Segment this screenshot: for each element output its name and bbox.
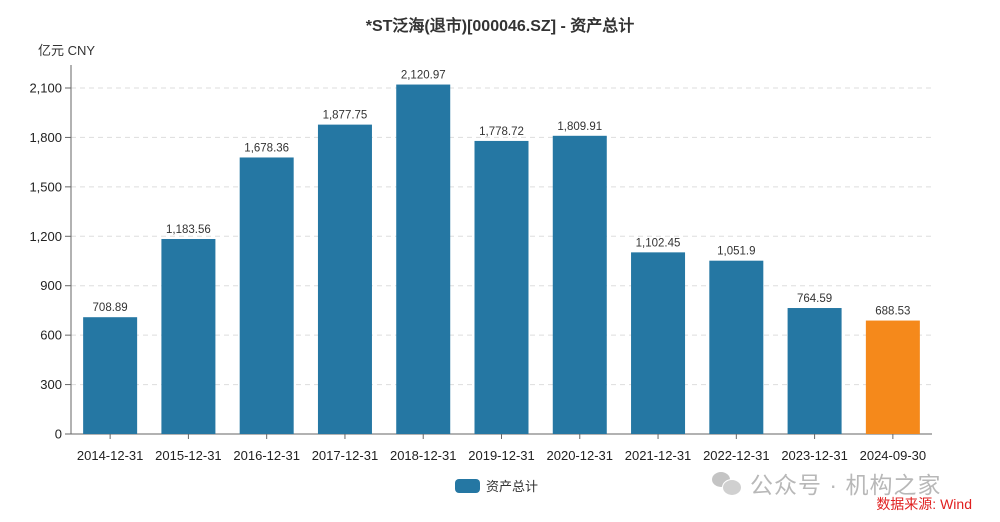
y-tick-label: 900	[40, 278, 62, 293]
legend[interactable]: 资产总计	[455, 476, 538, 495]
bar-value-label: 1,809.91	[557, 121, 602, 133]
x-tick-label: 2017-12-31	[312, 448, 379, 463]
bar[interactable]	[161, 238, 216, 434]
bar-value-label: 1,183.56	[166, 224, 211, 236]
x-tick-label: 2015-12-31	[155, 448, 222, 463]
bar-value-label: 1,051.9	[717, 246, 755, 258]
x-tick-label: 2020-12-31	[547, 448, 614, 463]
bar[interactable]	[709, 260, 764, 434]
y-tick-label: 1,800	[29, 130, 62, 145]
bar[interactable]	[396, 84, 451, 434]
y-tick-label: 0	[55, 427, 62, 442]
x-tick-label: 2021-12-31	[625, 448, 692, 463]
bar-value-label: 1,102.45	[636, 237, 681, 249]
legend-swatch	[455, 478, 480, 493]
chart-title: *ST泛海(退市)[000046.SZ] - 资产总计	[365, 18, 635, 35]
x-tick-label: 2023-12-31	[781, 448, 848, 463]
x-tick-label: 2024-09-30	[860, 448, 927, 463]
y-tick-label: 1,200	[29, 229, 62, 244]
bar[interactable]	[552, 135, 607, 434]
bar-value-label: 1,778.72	[479, 126, 524, 138]
y-tick-label: 1,500	[29, 179, 62, 194]
y-tick-label: 2,100	[29, 81, 62, 96]
bar[interactable]	[865, 320, 920, 434]
bar[interactable]	[317, 124, 372, 434]
x-tick-label: 2018-12-31	[390, 448, 457, 463]
data-source-note: 数据来源: Wind	[876, 496, 972, 512]
x-tick-label: 2019-12-31	[468, 448, 535, 463]
bar[interactable]	[83, 317, 138, 434]
bar-value-label: 1,877.75	[323, 110, 368, 122]
bar-value-label: 2,120.97	[401, 70, 446, 82]
y-tick-label: 300	[40, 377, 62, 392]
x-tick-label: 2016-12-31	[233, 448, 300, 463]
bar[interactable]	[239, 157, 294, 434]
y-tick-label: 600	[40, 328, 62, 343]
watermark: 公众号 · 机构之家	[712, 466, 941, 500]
bar-value-label: 708.89	[93, 302, 128, 314]
x-tick-label: 2022-12-31	[703, 448, 770, 463]
legend-label: 资产总计	[486, 479, 539, 494]
bar[interactable]	[787, 308, 842, 434]
bar[interactable]	[474, 140, 529, 435]
wechat-icon	[712, 470, 742, 496]
bar-value-label: 688.53	[875, 306, 910, 318]
bar-value-label: 764.59	[797, 293, 832, 305]
bar[interactable]	[631, 252, 686, 434]
y-axis-unit-label: 亿元 CNY	[38, 43, 96, 58]
x-tick-label: 2014-12-31	[77, 448, 144, 463]
watermark-text: 公众号 · 机构之家	[750, 472, 942, 498]
bar-value-label: 1,678.36	[244, 142, 289, 154]
